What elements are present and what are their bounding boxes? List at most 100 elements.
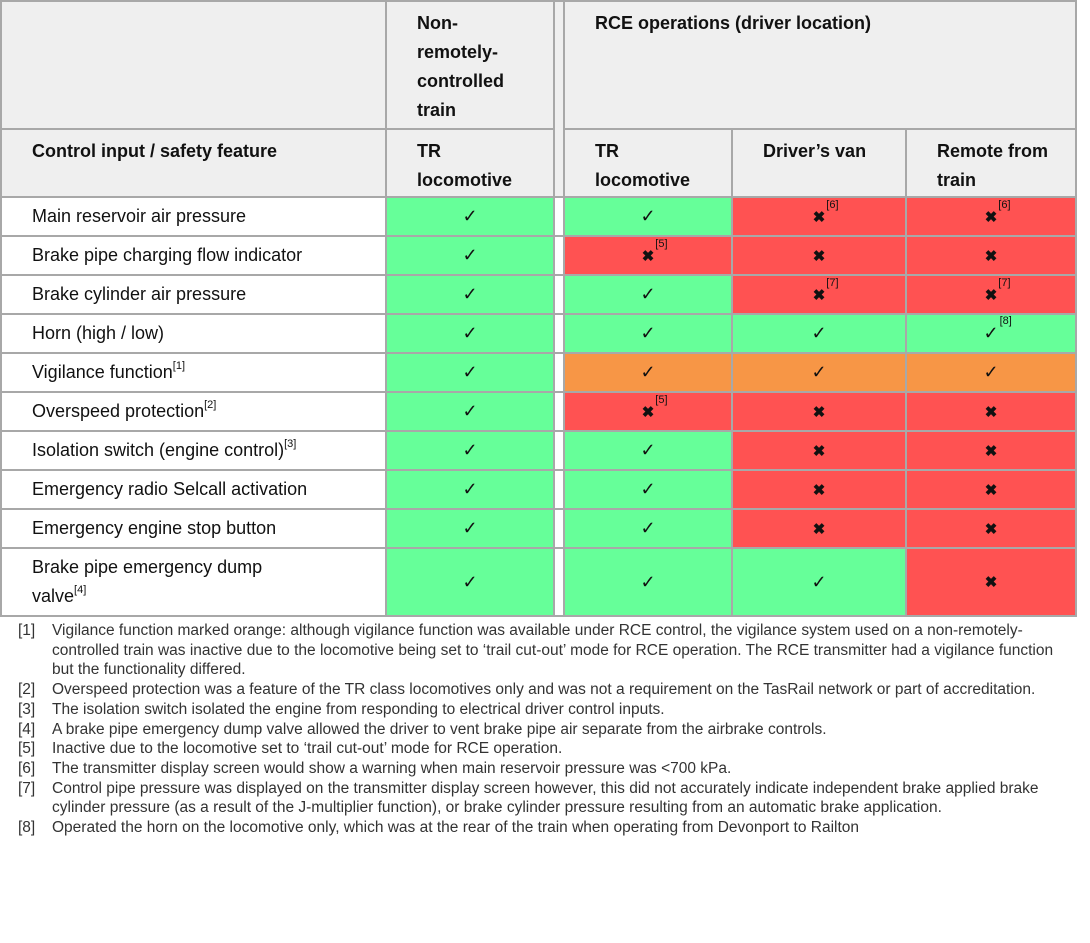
footnote-ref: [8] (999, 315, 1012, 327)
check-icon: ✓ (462, 202, 477, 231)
header-blank-cell (0, 0, 387, 130)
row-label: Emergency radio Selcall activation (0, 469, 387, 510)
footnote-key: [7] (18, 779, 36, 797)
check-symbol: ✓ (462, 440, 478, 460)
header-remote-line: Remote from (937, 141, 1049, 161)
rce-comparison-table: Non- remotely- controlled train RCE oper… (0, 0, 1078, 617)
column-separator (553, 352, 565, 393)
check-symbol: ✓ (983, 323, 999, 343)
cross-icon: ✖ (813, 398, 826, 427)
table-row: Emergency radio Selcall activation ✓ ✓ ✖ ✖ (0, 469, 1078, 510)
status-cell-red: ✖ [5] (563, 391, 733, 432)
header-non-remote-line: train (417, 100, 457, 120)
status-cell-green: ✓ (385, 352, 555, 393)
check-icon: ✓ (462, 568, 477, 597)
column-separator (553, 235, 565, 276)
header-non-remote-line: Non- (417, 13, 458, 33)
cross-symbol: ✖ (812, 247, 826, 265)
footnote-key: [4] (18, 720, 36, 738)
check-icon: ✓ (462, 475, 477, 504)
status-cell-red: ✖ (904, 430, 1078, 471)
status-cell-red: ✖ (904, 235, 1078, 276)
table-body: Main reservoir air pressure ✓ ✓ ✖ [6] ✖ [6] Bra… (0, 196, 1078, 617)
cross-symbol: ✖ (984, 520, 998, 538)
row-label: Emergency engine stop button (0, 508, 387, 549)
footnote-key: [3] (18, 700, 36, 718)
row-label: Brake cylinder air pressure (0, 274, 387, 315)
row-label-text: Main reservoir air pressure (32, 206, 247, 226)
check-icon: ✓ (462, 436, 477, 465)
status-cell-orange: ✓ (563, 352, 733, 393)
cross-icon: ✖ (985, 398, 998, 427)
cross-symbol: ✖ (641, 403, 655, 421)
footnote-ref: [1] (172, 360, 185, 372)
header-tr-line: locomotive (595, 170, 691, 190)
check-icon: ✓ (811, 568, 826, 597)
row-label: Isolation switch (engine control)[3] (0, 430, 387, 471)
row-label-text: Isolation switch (engine control) (32, 440, 285, 460)
cross-symbol: ✖ (812, 208, 826, 226)
check-icon: ✓ [8] (983, 315, 1011, 348)
status-cell-green: ✓ (385, 391, 555, 432)
cross-symbol: ✖ (812, 520, 826, 538)
check-icon: ✓ (640, 280, 655, 309)
cross-symbol: ✖ (984, 286, 998, 304)
header-non-remote: Non- remotely- controlled train (385, 0, 555, 130)
footnote-ref: [7] (826, 276, 839, 289)
status-cell-green: ✓ (563, 196, 733, 237)
status-cell-red: ✖ (904, 508, 1078, 549)
check-symbol: ✓ (462, 323, 478, 343)
check-symbol: ✓ (640, 206, 656, 226)
column-separator (553, 547, 565, 617)
status-cell-red: ✖ [5] (563, 235, 733, 276)
check-symbol: ✓ (462, 245, 478, 265)
footnote-text: Overspeed protection was a feature of th… (52, 681, 1036, 699)
cross-icon: ✖ [5] (641, 394, 668, 427)
header-non-remote-line: remotely- (417, 42, 499, 62)
status-cell-green: ✓ (731, 313, 907, 354)
cross-symbol: ✖ (812, 442, 826, 460)
cross-symbol: ✖ (984, 403, 998, 421)
status-cell-green: ✓ (385, 235, 555, 276)
status-cell-green: ✓ (563, 313, 733, 354)
table-row: Horn (high / low) ✓ ✓ ✓ ✓ [8] (0, 313, 1078, 354)
header-non-remote-line: controlled (417, 71, 505, 91)
check-icon: ✓ (640, 475, 655, 504)
cross-symbol: ✖ (984, 247, 998, 265)
column-separator (553, 469, 565, 510)
check-icon: ✓ (462, 280, 477, 309)
check-symbol: ✓ (811, 571, 827, 592)
table-row: Brake cylinder air pressure ✓ ✓ ✖ [7] ✖ [7] (0, 274, 1078, 315)
status-cell-red: ✖ (731, 391, 907, 432)
status-cell-green: ✓ (385, 547, 555, 617)
check-icon: ✓ (462, 358, 477, 387)
footnote-key: [1] (18, 622, 36, 639)
footnote-ref: [2] (204, 399, 217, 411)
status-cell-red: ✖ (731, 469, 907, 510)
cross-icon: ✖ [6] (812, 199, 839, 232)
status-cell-red: ✖ [7] (904, 274, 1078, 315)
cross-symbol: ✖ (984, 481, 998, 499)
footnote-text: Vigilance function marked orange: althou… (52, 622, 1054, 679)
footnote-ref: [4] (74, 584, 87, 596)
row-label-text: Brake cylinder air pressure (32, 284, 247, 304)
status-cell-green: ✓ (385, 469, 555, 510)
header-rce-operations: RCE operations (driver location) (562, 0, 1078, 130)
cross-icon: ✖ [7] (813, 277, 839, 310)
row-label: Brake pipe charging flow indicator (0, 235, 387, 276)
check-symbol: ✓ (462, 571, 478, 592)
cross-icon: ✖ (985, 515, 998, 544)
status-cell-red: ✖ (731, 430, 907, 471)
status-cell-green: ✓ (563, 547, 733, 617)
footnote-text: Operated the horn on the locomotive only… (52, 819, 860, 837)
header-remote-line: train (937, 170, 977, 190)
header-remote-from-train: Remote from train (904, 128, 1078, 198)
check-symbol: ✓ (462, 284, 478, 304)
row-label-text: Brake pipe charging flow indicator (32, 245, 303, 265)
row-label: Overspeed protection[2] (0, 391, 387, 432)
check-icon: ✓ (462, 241, 477, 270)
check-symbol: ✓ (640, 284, 656, 304)
status-cell-green: ✓ (385, 508, 555, 549)
footnote-ref: [5] (655, 393, 668, 406)
status-cell-green: ✓ (385, 313, 555, 354)
